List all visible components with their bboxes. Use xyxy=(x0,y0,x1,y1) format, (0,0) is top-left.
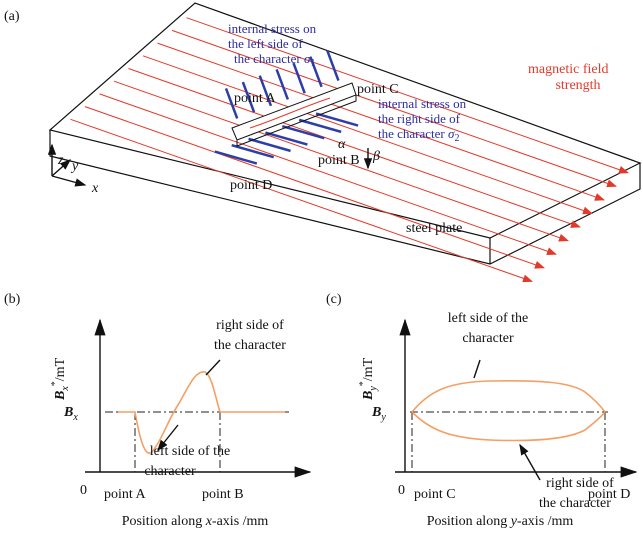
baseline-label: By xyxy=(371,405,386,423)
panel-label: (c) xyxy=(326,292,342,307)
field-label: magnetic field strength xyxy=(528,62,612,93)
axis-letter: z xyxy=(57,153,64,168)
x-axis-label: Position along x-axis /mm xyxy=(122,514,269,529)
panel-label: (b) xyxy=(4,292,21,307)
left-stress-note: internal stress on the left side of the … xyxy=(228,21,319,69)
steel-plate xyxy=(50,3,640,264)
point-label: point C xyxy=(357,82,399,97)
axes xyxy=(395,320,636,480)
figure: (a) internal stress on the left side of … xyxy=(0,0,643,556)
x-axis-label: Position along y-axis /mm xyxy=(427,514,574,529)
plate-label: steel plate xyxy=(406,221,462,236)
origin-label: 0 xyxy=(80,483,87,498)
x-tick-label: point B xyxy=(202,487,244,502)
coordinate-axes xyxy=(52,145,85,185)
origin-label: 0 xyxy=(398,483,405,498)
y-axis-label: By*/mT xyxy=(358,357,379,401)
x-tick-label: point D xyxy=(588,487,630,502)
angle-label: β xyxy=(372,149,380,164)
point-label: point B xyxy=(318,153,360,168)
right-stress-note: internal stress on the right side of the… xyxy=(378,96,469,144)
angle-label: α xyxy=(338,137,346,152)
panel-label: (a) xyxy=(4,9,20,24)
y-axis-label: Bx*/mT xyxy=(50,357,71,401)
point-label: point A xyxy=(234,91,277,106)
x-tick-label: point A xyxy=(104,487,147,502)
axis-letter: x xyxy=(91,181,99,196)
point-label: point D xyxy=(230,178,272,193)
x-tick-label: point C xyxy=(414,487,456,502)
baseline-label: Bx xyxy=(63,405,78,423)
axis-letter: y xyxy=(70,159,79,174)
